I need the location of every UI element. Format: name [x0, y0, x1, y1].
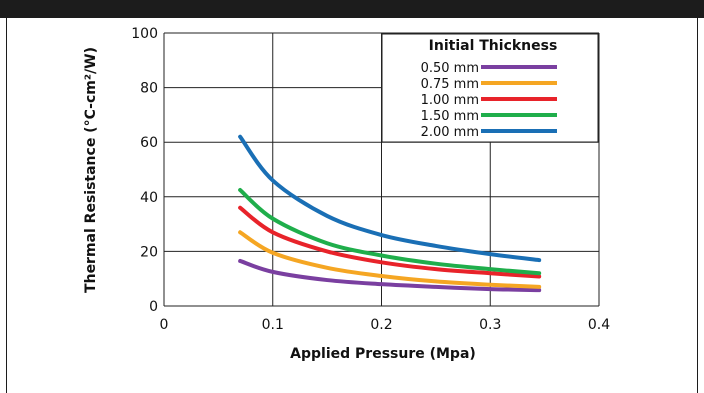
legend-entries: 0.50 mm0.75 mm1.00 mm1.50 mm2.00 mm	[421, 61, 557, 140]
series-line-0-50-mm	[238, 258, 542, 293]
tick-labels: 0 0.1 0.2 0.3 0.4 0 20 40 60 80 100	[131, 26, 610, 333]
legend-label: 1.00 mm	[421, 93, 479, 108]
legend-label: 0.50 mm	[421, 61, 479, 76]
x-tick-label: 0	[160, 317, 169, 333]
series-lines	[238, 134, 542, 293]
series-line-1-00-mm	[238, 205, 542, 279]
y-tick-label: 40	[140, 190, 158, 206]
legend-box	[381, 33, 599, 143]
y-tick-label: 80	[140, 81, 158, 97]
legend-label: 0.75 mm	[421, 77, 479, 92]
legend-label: 2.00 mm	[421, 125, 479, 140]
series-line-0-75-mm	[238, 230, 542, 289]
header-band	[0, 0, 704, 18]
series-line-1-50-mm	[238, 187, 542, 276]
y-axis-title: Thermal Resistance (°C-cm²/W)	[83, 47, 99, 293]
x-tick-label: 0.3	[479, 317, 501, 333]
y-tick-label: 100	[131, 26, 158, 42]
frame-left-border	[6, 18, 7, 393]
legend-title: Initial Thickness	[429, 38, 558, 54]
y-tick-label: 0	[149, 299, 158, 315]
legend-label: 1.50 mm	[421, 109, 479, 124]
series-line-2-00-mm	[238, 134, 542, 263]
legend-background	[381, 33, 599, 143]
x-tick-label: 0.1	[262, 317, 284, 333]
x-tick-label: 0.4	[588, 317, 610, 333]
x-tick-label: 0.2	[370, 317, 392, 333]
y-tick-label: 60	[140, 135, 158, 151]
frame-right-border	[697, 18, 698, 393]
y-tick-label: 20	[140, 244, 158, 260]
x-axis-title: Applied Pressure (Mpa)	[290, 346, 476, 362]
